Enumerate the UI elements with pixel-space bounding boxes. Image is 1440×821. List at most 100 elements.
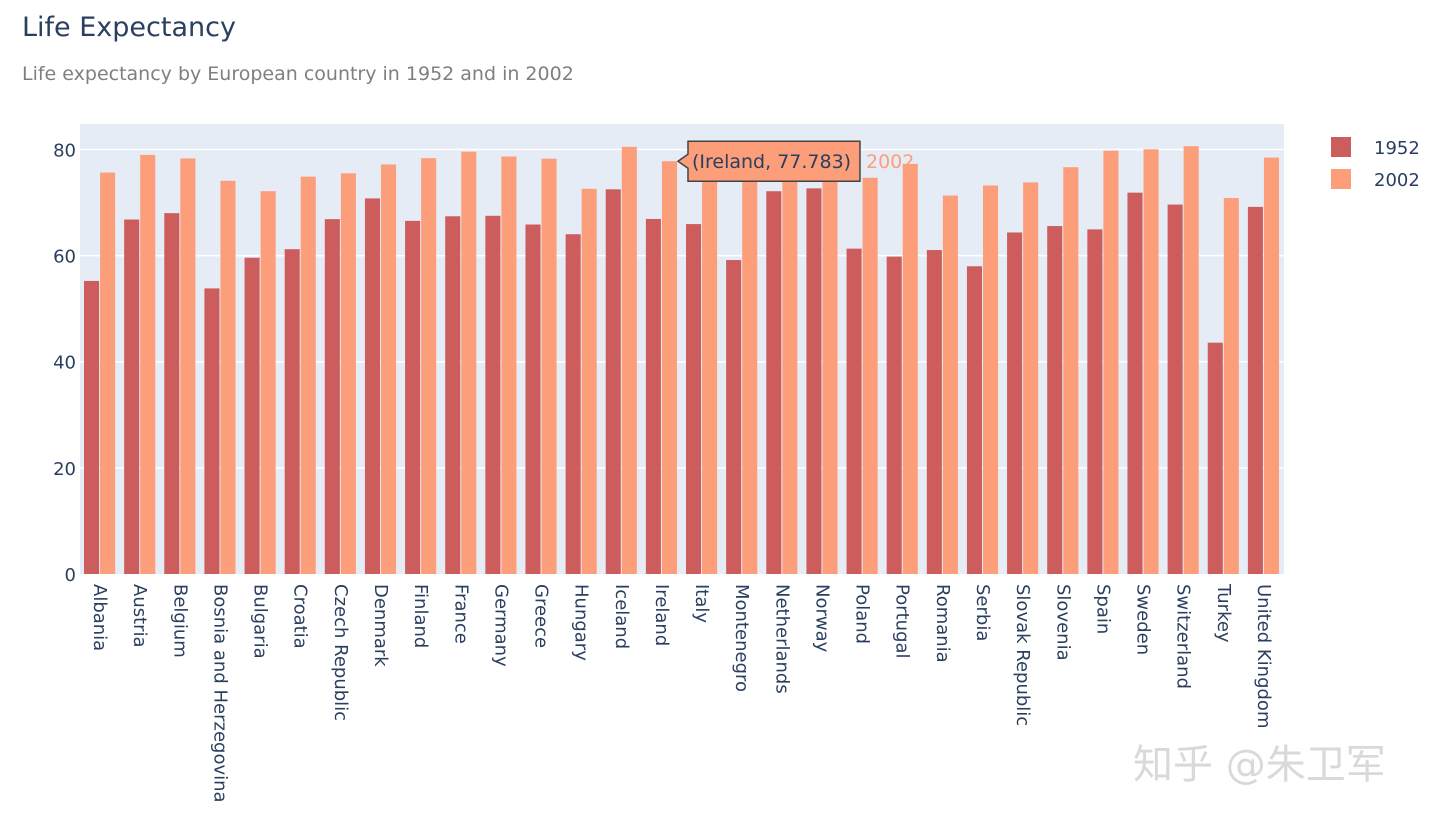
- bar-1952-switzerland[interactable]: [1167, 204, 1183, 574]
- bar-2002-germany[interactable]: [501, 156, 517, 574]
- x-tick-label: Ireland: [651, 584, 672, 646]
- bar-2002-france[interactable]: [461, 151, 477, 574]
- watermark: 知乎 @朱卫军: [1133, 742, 1386, 788]
- x-tick-label: Greece: [531, 584, 552, 648]
- y-tick-label: 0: [65, 565, 76, 586]
- bar-1952-belgium[interactable]: [164, 213, 180, 574]
- x-tick-label: Denmark: [370, 584, 391, 667]
- bar-2002-hungary[interactable]: [581, 188, 597, 574]
- x-tick-label: Germany: [490, 584, 511, 667]
- bar-2002-romania[interactable]: [942, 195, 958, 574]
- x-tick-label: Iceland: [611, 584, 632, 649]
- bar-2002-spain[interactable]: [1103, 150, 1119, 574]
- bar-2002-turkey[interactable]: [1223, 198, 1239, 574]
- x-tick-label: Sweden: [1133, 584, 1154, 655]
- bar-1952-hungary[interactable]: [565, 234, 581, 575]
- legend-swatch-2002[interactable]: [1331, 169, 1351, 189]
- chart-subtitle: Life expectancy by European country in 1…: [22, 63, 574, 85]
- bar-2002-switzerland[interactable]: [1183, 146, 1199, 574]
- x-tick-label: Albania: [89, 584, 110, 651]
- bar-2002-italy[interactable]: [702, 148, 718, 574]
- bar-2002-bosnia-and-herzegovina[interactable]: [220, 180, 236, 574]
- bar-1952-montenegro[interactable]: [726, 260, 742, 574]
- bar-2002-norway[interactable]: [822, 154, 838, 574]
- hover-series-name: 2002: [866, 151, 914, 173]
- bar-1952-albania[interactable]: [84, 280, 100, 574]
- x-tick-label: Norway: [811, 584, 832, 653]
- x-tick-label: Poland: [852, 584, 873, 644]
- bar-2002-bulgaria[interactable]: [260, 191, 276, 574]
- y-axis: 0 20 40 60 80: [53, 140, 76, 586]
- bar-2002-montenegro[interactable]: [742, 181, 758, 574]
- bar-2002-finland[interactable]: [421, 158, 437, 574]
- x-tick-label: Croatia: [290, 584, 311, 649]
- legend-label-2002[interactable]: 2002: [1374, 170, 1420, 191]
- chart-title: Life Expectancy: [22, 12, 236, 43]
- bar-1952-turkey[interactable]: [1207, 342, 1223, 574]
- x-tick-label: Belgium: [169, 584, 190, 658]
- bar-2002-albania[interactable]: [100, 172, 116, 574]
- bar-2002-denmark[interactable]: [381, 164, 397, 574]
- x-tick-label: Bosnia and Herzegovina: [209, 584, 230, 803]
- bar-2002-portugal[interactable]: [902, 163, 918, 574]
- x-tick-label: Montenegro: [731, 584, 752, 692]
- bar-2002-sweden[interactable]: [1143, 149, 1159, 574]
- bar-1952-denmark[interactable]: [364, 198, 380, 574]
- x-axis: Albania Austria Belgium Bosnia and Herzegov…: [89, 583, 1274, 803]
- bar-2002-croatia[interactable]: [300, 176, 316, 574]
- bar-1952-czech-republic[interactable]: [324, 219, 340, 574]
- x-tick-label: Slovenia: [1052, 584, 1073, 661]
- legend-swatch-1952[interactable]: [1331, 137, 1351, 157]
- x-tick-label: Slovak Republic: [1012, 584, 1033, 726]
- bar-2002-slovak-republic[interactable]: [1023, 182, 1039, 575]
- bar-1952-united-kingdom[interactable]: [1247, 206, 1263, 574]
- bar-1952-iceland[interactable]: [605, 189, 621, 575]
- bar-2002-netherlands[interactable]: [782, 157, 798, 574]
- legend-label-1952[interactable]: 1952: [1374, 138, 1420, 159]
- x-tick-label: Austria: [129, 584, 150, 648]
- y-tick-label: 60: [53, 247, 76, 268]
- x-tick-label: Bulgaria: [250, 584, 271, 659]
- bar-1952-ireland[interactable]: [645, 218, 661, 575]
- bar-1952-croatia[interactable]: [284, 249, 300, 574]
- bar-1952-portugal[interactable]: [886, 256, 902, 574]
- x-tick-label: Italy: [691, 584, 712, 623]
- bar-2002-ireland[interactable]: [661, 161, 677, 574]
- x-tick-label: Czech Republic: [330, 584, 351, 721]
- bar-1952-bulgaria[interactable]: [244, 257, 260, 574]
- bar-1952-serbia[interactable]: [966, 266, 982, 574]
- bar-2002-serbia[interactable]: [983, 185, 999, 574]
- bar-1952-finland[interactable]: [405, 220, 421, 574]
- bar-1952-romania[interactable]: [926, 250, 942, 574]
- bar-2002-belgium[interactable]: [180, 158, 196, 575]
- bar-1952-netherlands[interactable]: [766, 191, 782, 574]
- y-tick-label: 40: [53, 353, 76, 374]
- bar-1952-france[interactable]: [445, 216, 461, 574]
- bar-2002-iceland[interactable]: [621, 146, 637, 574]
- bar-1952-spain[interactable]: [1087, 229, 1103, 574]
- bar-2002-poland[interactable]: [862, 177, 878, 574]
- x-tick-label: France: [450, 584, 471, 644]
- y-tick-label: 80: [53, 140, 76, 161]
- x-tick-label: United Kingdom: [1253, 584, 1274, 728]
- bar-2002-austria[interactable]: [140, 154, 156, 574]
- bar-1952-germany[interactable]: [485, 215, 501, 574]
- hover-label: (Ireland, 77.783): [692, 151, 851, 173]
- bar-2002-czech-republic[interactable]: [340, 173, 356, 575]
- bar-1952-poland[interactable]: [846, 248, 862, 574]
- bar-1952-slovenia[interactable]: [1047, 226, 1063, 574]
- legend[interactable]: 1952 2002: [1331, 137, 1420, 191]
- bar-1952-slovak-republic[interactable]: [1007, 232, 1023, 574]
- bar-1952-greece[interactable]: [525, 224, 541, 574]
- bar-1952-bosnia-and-herzegovina[interactable]: [204, 288, 220, 574]
- x-tick-label: Netherlands: [771, 584, 792, 694]
- bar-1952-austria[interactable]: [124, 219, 140, 575]
- bar-1952-italy[interactable]: [686, 224, 702, 574]
- x-tick-label: Hungary: [571, 584, 592, 661]
- bar-2002-slovenia[interactable]: [1063, 167, 1079, 575]
- bar-2002-greece[interactable]: [541, 158, 557, 574]
- bar-1952-norway[interactable]: [806, 188, 822, 574]
- bar-2002-united-kingdom[interactable]: [1263, 157, 1279, 574]
- bar-1952-sweden[interactable]: [1127, 192, 1143, 574]
